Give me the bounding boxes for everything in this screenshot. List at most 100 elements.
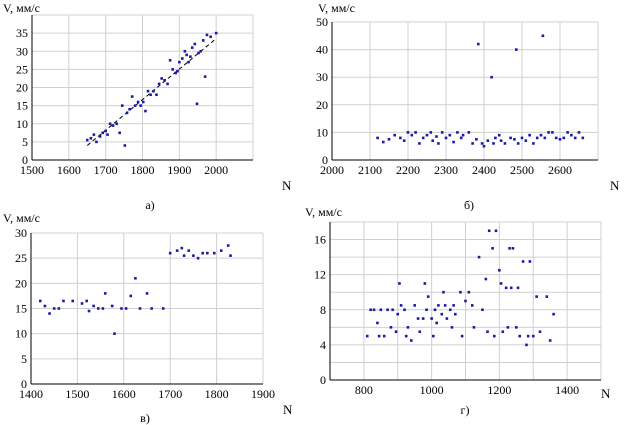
chart-d-data-point <box>399 304 403 307</box>
chart-d-data-point <box>492 334 496 338</box>
chart-d-data-point <box>379 308 383 312</box>
chart-a-data-point <box>128 107 131 111</box>
chart-b-data-point <box>480 142 484 145</box>
chart-c-data-point <box>145 292 149 295</box>
chart-d-data-point <box>477 255 481 259</box>
chart-a-data-point <box>168 59 172 62</box>
chart-d-data-point <box>398 282 401 285</box>
chart-d-data-point <box>440 312 444 316</box>
chart-c-y-axis-label: V, мм/с <box>3 211 40 225</box>
chart-b-data-point <box>471 142 474 145</box>
chart-c-data-point <box>113 332 116 335</box>
chart-a-y-tick-label: 10 <box>16 117 28 131</box>
chart-d-data-point <box>464 299 467 303</box>
chart-a-data-point <box>155 93 158 97</box>
chart-b-data-point <box>452 140 455 144</box>
chart-a-y-tick-label: 25 <box>16 62 28 76</box>
chart-c-data-point <box>43 304 47 308</box>
chart-a-data-point <box>180 57 184 60</box>
chart-c-data-point <box>71 299 75 303</box>
chart-d-data-point <box>443 304 447 307</box>
chart-d-y-tick-label: 12 <box>314 268 326 282</box>
chart-b-data-point <box>513 138 516 141</box>
chart-d-data-point <box>535 295 538 298</box>
chart-c-data-point <box>226 244 230 247</box>
chart-b-data-point <box>581 136 585 140</box>
chart-d-data-point <box>521 260 525 263</box>
chart-d-data-point <box>382 334 386 338</box>
chart-b-data-point <box>431 139 434 142</box>
chart-b-data-point <box>387 138 391 141</box>
chart-d-data-point <box>506 326 510 329</box>
chart-c-data-point <box>48 312 51 315</box>
chart-a-y-tick-label: 0 <box>22 153 28 167</box>
chart-c-data-point <box>192 254 195 257</box>
chart-d-data-point <box>491 247 494 250</box>
chart-d-data-point <box>372 308 376 312</box>
chart-c-data-point <box>161 307 165 310</box>
chart-b-data-point <box>577 131 581 134</box>
chart-c-data-point <box>110 304 114 308</box>
chart-d-y-tick-label: 0 <box>320 373 326 387</box>
chart-a-data-point <box>149 93 152 97</box>
chart-a-data-point <box>136 100 140 104</box>
chart-b-x-tick-label: 2300 <box>434 163 458 177</box>
chart-c-y-tick-label: 25 <box>15 251 27 265</box>
chart-a-data-point <box>197 51 200 55</box>
chart-b-data-point <box>516 142 520 145</box>
chart-a-y-tick-label: 15 <box>16 99 28 113</box>
chart-a-data-point <box>205 33 209 37</box>
chart-c-data-point <box>62 299 65 303</box>
chart-b-y-tick-label: 20 <box>316 98 328 112</box>
chart-b-data-point <box>554 136 558 140</box>
chart-d-data-point <box>498 268 501 272</box>
chart-a-data-point <box>176 69 179 73</box>
chart-d-data-point <box>416 317 420 320</box>
chart-a-data-point <box>120 104 124 107</box>
chart-c-data-point <box>175 249 179 252</box>
chart-b-y-tick-label: 0 <box>322 153 328 167</box>
chart-d-data-point <box>377 334 381 338</box>
chart-d-data-point <box>445 317 449 320</box>
chart-b-y-axis-label: V, мм/с <box>318 1 355 15</box>
chart-b-data-point <box>535 136 539 140</box>
chart-c-data-point <box>134 277 137 280</box>
chart-c-data-point <box>87 309 91 313</box>
chart-d-data-point <box>394 330 398 334</box>
chart-d-data-point <box>459 290 462 294</box>
chart-d-data-point <box>531 334 535 338</box>
chart-b-data-point <box>418 142 421 145</box>
chart-c-data-point <box>182 254 186 257</box>
chart-c-data-point <box>103 292 107 295</box>
chart-d-data-point <box>460 334 464 338</box>
chart-d-data-point <box>526 334 530 338</box>
chart-c-data-point <box>38 299 42 303</box>
chart-a-y-axis-label: V, мм/с <box>3 1 40 15</box>
chart-d-data-point <box>391 308 394 312</box>
chart-d-data-point <box>454 312 457 316</box>
chart-b-data-point <box>477 42 480 46</box>
chart-b-data-point <box>459 136 463 140</box>
chart-d-data-point <box>389 326 393 329</box>
chart-c-data-point <box>180 246 184 250</box>
chart-a-y-tick-label: 20 <box>16 81 28 95</box>
chart-d-data-point <box>403 308 406 312</box>
chart-a-data-point <box>139 104 142 107</box>
chart-a-data-point <box>203 75 207 78</box>
chart-b: 2000 2100 2200 2300 2400 2500 2600 0 10 20 30 40 50V… <box>316 1 620 212</box>
chart-b-data-point <box>547 131 550 134</box>
chart-b-x-tick-label: 2500 <box>510 163 534 177</box>
chart-c-x-axis-label: N <box>283 402 293 417</box>
chart-a-x-tick-label: 1900 <box>167 163 191 177</box>
chart-d-data-point <box>511 247 515 250</box>
chart-c-data-point <box>150 307 153 310</box>
chart-a-data-point <box>171 68 175 71</box>
chart-d-data-point <box>508 247 511 250</box>
chart-c-x-tick-label: 1400 <box>19 387 43 401</box>
chart-d-data-point <box>484 277 488 281</box>
chart-b-data-point <box>425 133 429 137</box>
chart-d-data-point <box>501 330 505 334</box>
chart-b-x-tick-label: 2200 <box>396 163 420 177</box>
chart-a-data-point <box>163 78 166 82</box>
